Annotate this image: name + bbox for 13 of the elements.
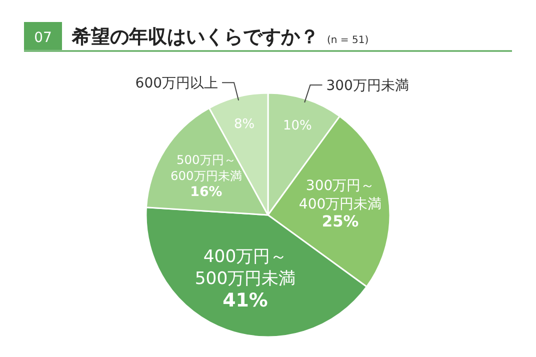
data-label: 10% — [282, 118, 312, 134]
chart-subtitle: (n = 51) — [327, 35, 369, 46]
text: 07 — [34, 30, 52, 46]
slice-label: 400万円～500万円未満 — [194, 246, 296, 290]
slice-label: 300万円未満 — [326, 78, 409, 94]
data-label: 8% — [234, 116, 255, 132]
slice-label: 600万円以上 — [135, 76, 218, 92]
chart-title: 希望の年収はいくらですか？ — [71, 26, 319, 48]
data-label: 25% — [322, 212, 359, 231]
slice-label: 300万円～400万円未満 — [298, 178, 382, 212]
slice-label: 500万円～600万円未満 — [170, 153, 242, 184]
data-label: 16% — [190, 184, 222, 200]
data-label: 41% — [222, 290, 268, 312]
